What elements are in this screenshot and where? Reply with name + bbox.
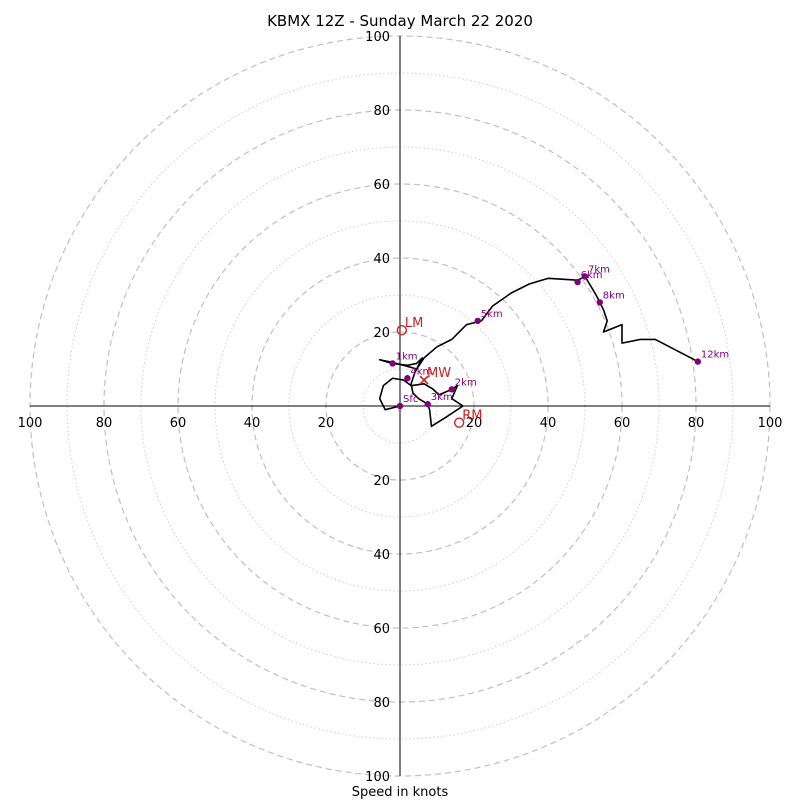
height-point: [474, 317, 481, 325]
tick-label-bottom: 80: [373, 696, 390, 711]
x-axis-label: Speed in knots: [352, 785, 449, 800]
tick-label-left: 100: [18, 416, 43, 431]
tick-label-left: 40: [244, 416, 261, 431]
height-point-label: 1km: [396, 351, 418, 362]
storm-motion-markers: LM MW RM: [396, 316, 482, 428]
tick-label-left: 80: [96, 416, 113, 431]
height-point-label: 8km: [603, 290, 625, 301]
tick-label-right: 100: [758, 416, 783, 431]
tick-label-top: 100: [365, 30, 390, 45]
height-point: [404, 375, 411, 382]
height-point: [424, 400, 431, 408]
tick-label-bottom: 20: [373, 474, 390, 489]
height-point-label: 7km: [588, 265, 610, 276]
height-point-label: 2km: [455, 377, 477, 388]
height-point-label: 5km: [481, 309, 503, 320]
tick-label-top: 60: [373, 178, 390, 193]
tick-label-right: 40: [540, 416, 557, 431]
tick-label-left: 60: [170, 416, 187, 431]
storm-motion-label: MW: [427, 366, 451, 381]
height-point-label: Sfc: [403, 394, 418, 405]
tick-label-bottom: 60: [373, 622, 390, 637]
tick-label-right: 80: [688, 416, 705, 431]
storm-motion-marker: [396, 324, 408, 336]
height-point: [574, 278, 581, 286]
tick-label-right: 60: [614, 416, 631, 431]
height-point-label: 6km: [581, 270, 603, 281]
storm-motion-label: LM: [405, 316, 423, 331]
tick-label-bottom: 40: [373, 548, 390, 563]
chart-title: KBMX 12Z - Sunday March 22 2020: [267, 12, 533, 30]
tick-label-top: 80: [373, 104, 390, 119]
tick-label-right: 20: [466, 416, 483, 431]
mean-wind-marker: [419, 375, 429, 385]
height-point: [694, 358, 702, 365]
height-point-label: 3km: [431, 392, 453, 403]
tick-labels: 20 20 20 20 40 40 40 40 60 60 60 60 80 80 80 80 100 100 10…: [18, 30, 783, 785]
height-point: [389, 360, 396, 367]
height-point-label: 4km: [410, 366, 432, 377]
tick-label-top: 20: [373, 326, 390, 341]
height-point: [396, 402, 404, 410]
height-point: [596, 299, 603, 306]
tick-label-bottom: 100: [365, 770, 390, 785]
tick-label-top: 40: [373, 252, 390, 267]
height-point-label: 12km: [701, 350, 729, 361]
tick-label-left: 20: [318, 416, 335, 431]
storm-motion-label: RM: [462, 409, 482, 424]
storm-motion-marker: [454, 417, 465, 428]
height-point: [581, 273, 589, 280]
height-point: [448, 386, 455, 393]
